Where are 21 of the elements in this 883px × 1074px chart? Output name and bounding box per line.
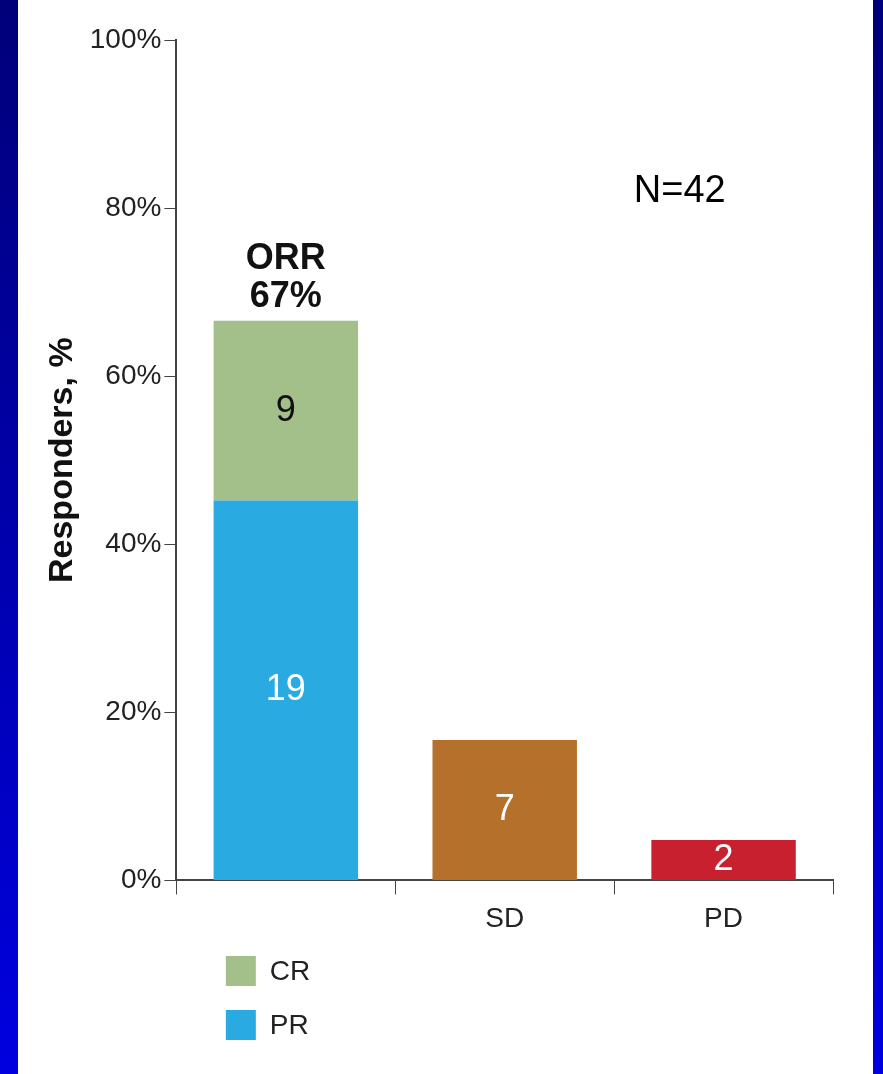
y-tick-label: 0% <box>120 863 162 895</box>
annotation: 2 <box>713 836 734 878</box>
y-axis-title: Responders, % <box>40 337 79 584</box>
legend-label: CR <box>269 954 311 986</box>
annotation: N=42 <box>633 168 726 211</box>
annotation: 19 <box>265 667 306 709</box>
y-tick-label: 20% <box>105 695 162 727</box>
bar <box>651 840 796 880</box>
bar <box>432 740 577 880</box>
annotation: ORR 67% <box>245 235 326 315</box>
y-tick-label: 40% <box>105 526 162 558</box>
legend-label: PR <box>269 1008 309 1040</box>
annotation: 9 <box>275 387 296 429</box>
x-tick-label: PD <box>704 901 744 933</box>
y-tick-label: 60% <box>105 358 162 390</box>
y-tick-label: 100% <box>89 22 162 54</box>
bar <box>213 320 359 501</box>
annotation: 7 <box>494 786 515 828</box>
bar <box>213 500 359 880</box>
y-tick-label: 80% <box>105 190 162 222</box>
x-tick-label: SD <box>485 901 525 933</box>
